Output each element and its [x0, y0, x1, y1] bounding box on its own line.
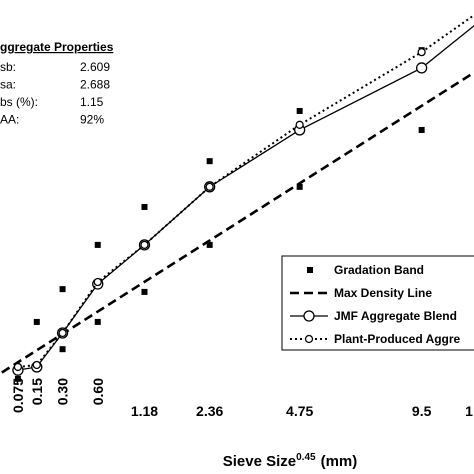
band-point — [296, 107, 303, 114]
band-point — [59, 346, 66, 353]
x-tick-label: 1.18 — [131, 403, 158, 419]
x-axis-title-unit: (mm) — [321, 453, 358, 470]
property-label: sa: — [0, 78, 16, 92]
legend-marker — [304, 334, 314, 344]
band-point — [206, 241, 213, 248]
x-tick-label: 0.60 — [90, 378, 106, 405]
property-label: AA: — [0, 113, 19, 127]
property-value: 1.15 — [80, 95, 104, 109]
line-marker — [32, 360, 41, 370]
line-marker — [295, 120, 304, 129]
legend-box — [281, 255, 474, 351]
band-point — [33, 318, 40, 325]
band-point — [94, 241, 101, 248]
x-tick-label: 9.5 — [412, 403, 432, 419]
band-point — [206, 158, 213, 165]
plot-area — [0, 13, 474, 382]
band-point — [14, 375, 21, 382]
legend-marker — [303, 310, 315, 322]
band-point — [59, 286, 66, 293]
line-marker — [417, 47, 426, 57]
band-point — [296, 183, 303, 190]
band-point — [141, 203, 148, 210]
line-marker — [58, 328, 67, 338]
band-point — [418, 126, 425, 133]
property-label: bs (%): — [0, 95, 38, 109]
x-axis-title: Sieve Size0.45 (mm) — [223, 452, 358, 470]
x-axis-title-main: Sieve Size — [223, 453, 296, 470]
x-tick-label: 0.075 — [10, 378, 26, 413]
line-marker — [13, 362, 23, 372]
band-point — [94, 318, 101, 325]
band-point — [141, 288, 148, 295]
line-marker — [205, 182, 214, 191]
x-tick-label: 4.75 — [286, 403, 313, 419]
line-marker — [140, 240, 149, 250]
legend-label: Plant-Produced Aggre — [334, 332, 461, 346]
line-marker — [93, 277, 102, 287]
legend-label: JMF Aggregate Blend — [334, 309, 457, 323]
line-marker — [415, 62, 428, 74]
property-value: 92% — [80, 113, 104, 127]
properties-title: ggregate Properties — [0, 40, 114, 54]
property-label: sb: — [0, 60, 16, 74]
x-tick-label: 0.30 — [55, 378, 71, 405]
dashed-line — [0, 71, 474, 376]
property-value: 2.609 — [80, 60, 110, 74]
property-value: 2.688 — [80, 78, 110, 92]
legend-label: Gradation Band — [334, 263, 424, 277]
properties-box: ggregate Properties sb: 2.609 sa: 2.688 bs (… — [0, 40, 114, 127]
x-tick-label: 0.15 — [29, 378, 45, 405]
legend-label: Max Density Line — [334, 286, 432, 300]
x-axis-title-sup: 0.45 — [296, 452, 316, 463]
x-tick-label: 1 — [465, 403, 473, 419]
legend-swatch — [307, 267, 313, 273]
x-tick-label: 2.36 — [196, 403, 223, 419]
